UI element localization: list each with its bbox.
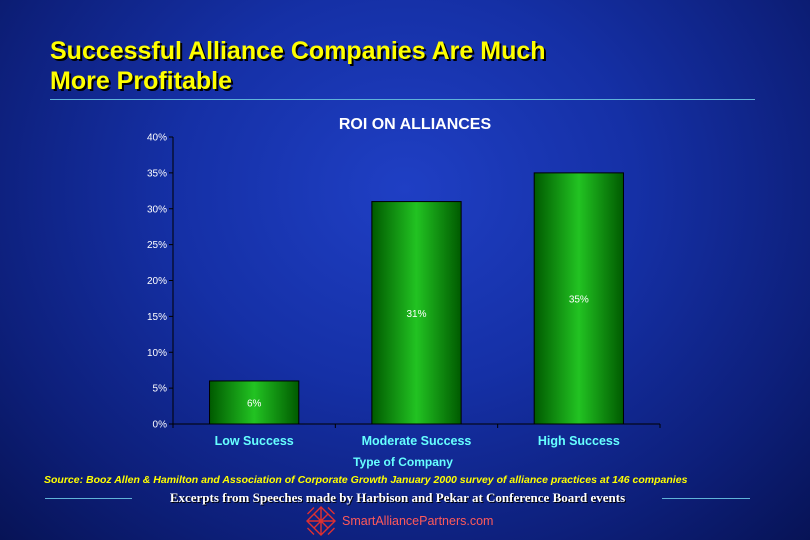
slide-title: Successful Alliance Companies Are Much M…: [50, 36, 750, 96]
y-axis: 0% 5% 10% 15% 20% 25% 30% 35% 40%: [147, 133, 174, 431]
brand-footer: SmartAlliancePartners.com: [306, 506, 493, 536]
diamond-lattice-logo-icon: [306, 506, 336, 536]
x-tick-label: High Success: [538, 434, 620, 448]
title-divider: [50, 99, 755, 100]
y-tick-label: 5%: [153, 384, 168, 395]
excerpt-rule-right: [662, 498, 750, 499]
excerpt-text: Excerpts from Speeches made by Harbison …: [169, 490, 626, 505]
y-tick-label: 35%: [147, 168, 167, 179]
bar-value-label: 31%: [406, 309, 426, 320]
excerpt-rule-left: [45, 498, 132, 499]
y-tick-label: 10%: [147, 348, 167, 359]
bar-series: 6% 31% 35%: [209, 172, 624, 425]
bar-value-label: 6%: [247, 398, 262, 409]
bar: [371, 201, 462, 425]
x-tick-label: Low Success: [215, 434, 294, 448]
bar: [209, 380, 300, 425]
slide-title-line-1: Successful Alliance Companies Are Much: [50, 37, 546, 65]
x-axis: Low Success Moderate Success High Success: [172, 423, 661, 448]
chart-title: ROI ON ALLIANCES: [339, 116, 492, 133]
bar-value-label: 35%: [569, 294, 589, 305]
y-tick-label: 40%: [147, 133, 167, 144]
y-tick-label: 30%: [147, 204, 167, 215]
x-tick-label: Moderate Success: [362, 434, 472, 448]
bar: [533, 172, 624, 425]
y-tick-label: 15%: [147, 312, 167, 323]
brand-site-name: SmartAlliancePartners.com: [342, 514, 494, 528]
y-tick-label: 0%: [153, 420, 168, 431]
y-tick-label: 25%: [147, 240, 167, 251]
excerpt-footer: Excerpts from Speeches made by Harbison …: [45, 489, 750, 509]
source-note: Source: Booz Allen & Hamilton and Associ…: [44, 474, 688, 486]
y-tick-label: 20%: [147, 276, 167, 287]
x-axis-title: Type of Company: [353, 455, 453, 469]
slide-title-line-2: More Profitable: [50, 67, 232, 95]
roi-bar-chart: ROI ON ALLIANCES 0% 5% 10% 15% 20% 25% 30% 35% 4…: [147, 116, 661, 469]
